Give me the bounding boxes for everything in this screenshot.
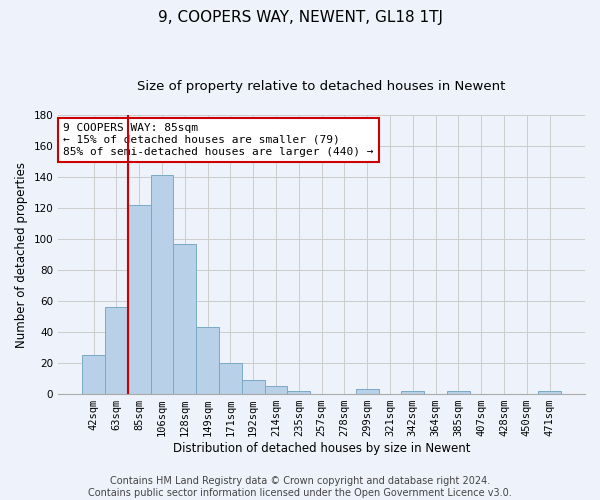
Bar [128, 205, 151, 394]
Y-axis label: Number of detached properties: Number of detached properties [15, 162, 28, 348]
Bar [356, 390, 379, 394]
Bar [447, 391, 470, 394]
Bar [401, 391, 424, 394]
Bar [173, 244, 196, 394]
Bar [196, 328, 219, 394]
Bar [242, 380, 265, 394]
X-axis label: Distribution of detached houses by size in Newent: Distribution of detached houses by size … [173, 442, 470, 455]
Bar [219, 363, 242, 394]
Bar [82, 356, 105, 394]
Title: Size of property relative to detached houses in Newent: Size of property relative to detached ho… [137, 80, 506, 93]
Text: 9 COOPERS WAY: 85sqm
← 15% of detached houses are smaller (79)
85% of semi-detac: 9 COOPERS WAY: 85sqm ← 15% of detached h… [64, 124, 374, 156]
Bar [538, 391, 561, 394]
Bar [105, 308, 128, 394]
Bar [265, 386, 287, 394]
Bar [287, 391, 310, 394]
Text: Contains HM Land Registry data © Crown copyright and database right 2024.
Contai: Contains HM Land Registry data © Crown c… [88, 476, 512, 498]
Text: 9, COOPERS WAY, NEWENT, GL18 1TJ: 9, COOPERS WAY, NEWENT, GL18 1TJ [157, 10, 443, 25]
Bar [151, 176, 173, 394]
